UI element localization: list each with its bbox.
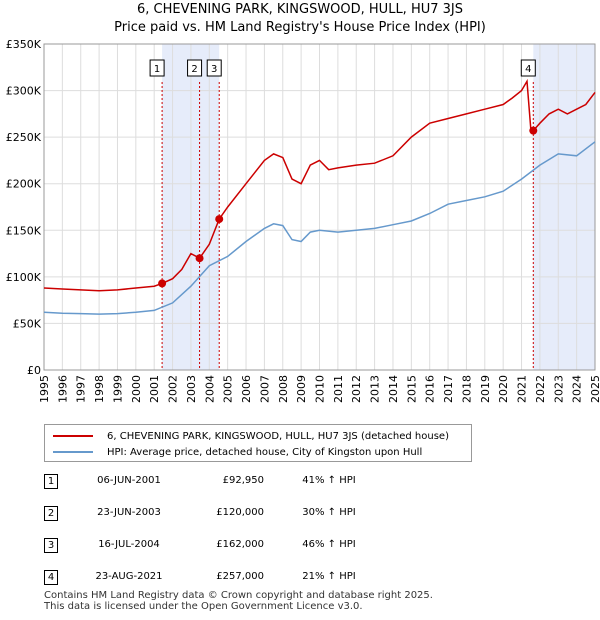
sale-price: £257,000 <box>216 571 264 582</box>
x-tick-label: 2010 <box>314 375 327 403</box>
sale-hpi-change: 21% ↑ HPI <box>302 571 356 582</box>
sale-hpi-change: 46% ↑ HPI <box>302 539 356 550</box>
sale-number-badge: 3 <box>44 538 58 553</box>
x-tick-label: 2008 <box>277 375 290 403</box>
x-tick-label: 2003 <box>185 375 198 403</box>
legend-item-hpi: HPI: Average price, detached house, City… <box>53 445 422 459</box>
x-tick-label: 2025 <box>589 375 600 403</box>
x-tick-label: 2000 <box>130 375 143 403</box>
sale-marker-box <box>206 59 222 77</box>
footer: Contains HM Land Registry data © Crown c… <box>44 590 433 612</box>
chart-subtitle: Price paid vs. HM Land Registry's House … <box>114 20 486 35</box>
x-tick-label: 1996 <box>56 375 69 403</box>
y-tick-label: £100K <box>6 271 42 284</box>
y-tick-label: £200K <box>6 178 42 191</box>
x-tick-label: 2006 <box>240 375 253 403</box>
x-tick-label: 2005 <box>222 375 235 403</box>
sale-number-badge: 1 <box>44 474 58 489</box>
x-tick-label: 1998 <box>93 375 106 403</box>
y-tick-label: £350K <box>6 38 42 51</box>
sale-marker-label: 2 <box>191 64 197 75</box>
legend-item-property: 6, CHEVENING PARK, KINGSWOOD, HULL, HU7 … <box>53 429 449 443</box>
sale-point <box>158 279 167 288</box>
x-tick-label: 2014 <box>387 375 400 403</box>
sale-price: £92,950 <box>222 475 264 486</box>
x-tick-label: 1997 <box>75 375 88 403</box>
sale-marker-label: 1 <box>154 64 160 75</box>
sale-hpi-change: 41% ↑ HPI <box>302 475 356 486</box>
legend-blue-line <box>53 451 93 453</box>
chart-title: 6, CHEVENING PARK, KINGSWOOD, HULL, HU7 … <box>136 2 463 17</box>
sale-hpi-change: 30% ↑ HPI <box>302 507 356 518</box>
x-tick-label: 2019 <box>479 375 492 403</box>
sale-point <box>195 254 204 263</box>
price-chart: 1 2 3 4 £0 £50K £100K £150K £200K £250K £300K £350K… <box>6 38 600 403</box>
sale-marker-box <box>520 59 536 77</box>
sale-price: £120,000 <box>216 507 264 518</box>
footer-licence: This data is licensed under the Open Gov… <box>44 601 363 612</box>
x-tick-label: 2012 <box>350 375 363 403</box>
x-tick-label: 2021 <box>516 375 529 403</box>
y-tick-label: £50K <box>13 317 42 330</box>
sale-point <box>215 215 224 224</box>
x-tick-label: 2016 <box>424 375 437 403</box>
x-tick-label: 2011 <box>332 375 345 403</box>
x-tick-label: 2004 <box>203 375 216 403</box>
plot-frame <box>43 43 596 371</box>
chart-legend: 6, CHEVENING PARK, KINGSWOOD, HULL, HU7 … <box>44 424 472 462</box>
sale-date: 16-JUL-2004 <box>98 539 160 550</box>
sale-price: £162,000 <box>216 539 264 550</box>
legend-red-line <box>53 435 93 437</box>
x-tick-label: 2001 <box>148 375 161 403</box>
x-tick-label: 1999 <box>111 375 124 403</box>
x-tick-label: 1995 <box>38 375 51 403</box>
sale-row: 2 23-JUN-2003 £120,000 30% ↑ HPI <box>44 506 464 522</box>
x-tick-label: 2013 <box>369 375 382 403</box>
y-tick-label: £300K <box>6 85 42 98</box>
sale-row: 4 23-AUG-2021 £257,000 21% ↑ HPI <box>44 570 464 586</box>
y-tick-label: £250K <box>6 131 42 144</box>
y-tick-label: £0 <box>27 364 41 377</box>
sale-date: 23-AUG-2021 <box>95 571 163 582</box>
sale-marker-label: 4 <box>525 64 531 75</box>
x-tick-label: 2020 <box>497 375 510 403</box>
sale-marker-label: 3 <box>211 64 217 75</box>
x-tick-label: 2015 <box>405 375 418 403</box>
sale-date: 06-JUN-2001 <box>97 475 161 486</box>
x-tick-label: 2022 <box>534 375 547 403</box>
shaded-range <box>533 44 595 370</box>
sale-number-badge: 4 <box>44 570 58 585</box>
x-tick-label: 2002 <box>167 375 180 403</box>
x-tick-label: 2009 <box>295 375 308 403</box>
legend-label-property: 6, CHEVENING PARK, KINGSWOOD, HULL, HU7 … <box>107 430 449 442</box>
sale-row: 3 16-JUL-2004 £162,000 46% ↑ HPI <box>44 538 464 554</box>
x-tick-label: 2007 <box>258 375 271 403</box>
sale-number-badge: 2 <box>44 506 58 521</box>
y-tick-label: £150K <box>6 224 42 237</box>
x-tick-label: 2023 <box>552 375 565 403</box>
sale-point <box>529 126 538 135</box>
hpi-line <box>43 141 596 315</box>
sale-row: 1 06-JUN-2001 £92,950 41% ↑ HPI <box>44 474 464 490</box>
legend-label-hpi: HPI: Average price, detached house, City… <box>107 446 423 458</box>
sale-date: 23-JUN-2003 <box>97 507 161 518</box>
sale-marker-box <box>149 59 165 77</box>
sale-marker-box <box>187 59 203 77</box>
x-tick-label: 2018 <box>460 375 473 403</box>
footer-copyright: Contains HM Land Registry data © Crown c… <box>44 590 433 601</box>
x-tick-label: 2024 <box>571 375 584 403</box>
x-tick-label: 2017 <box>442 375 455 403</box>
